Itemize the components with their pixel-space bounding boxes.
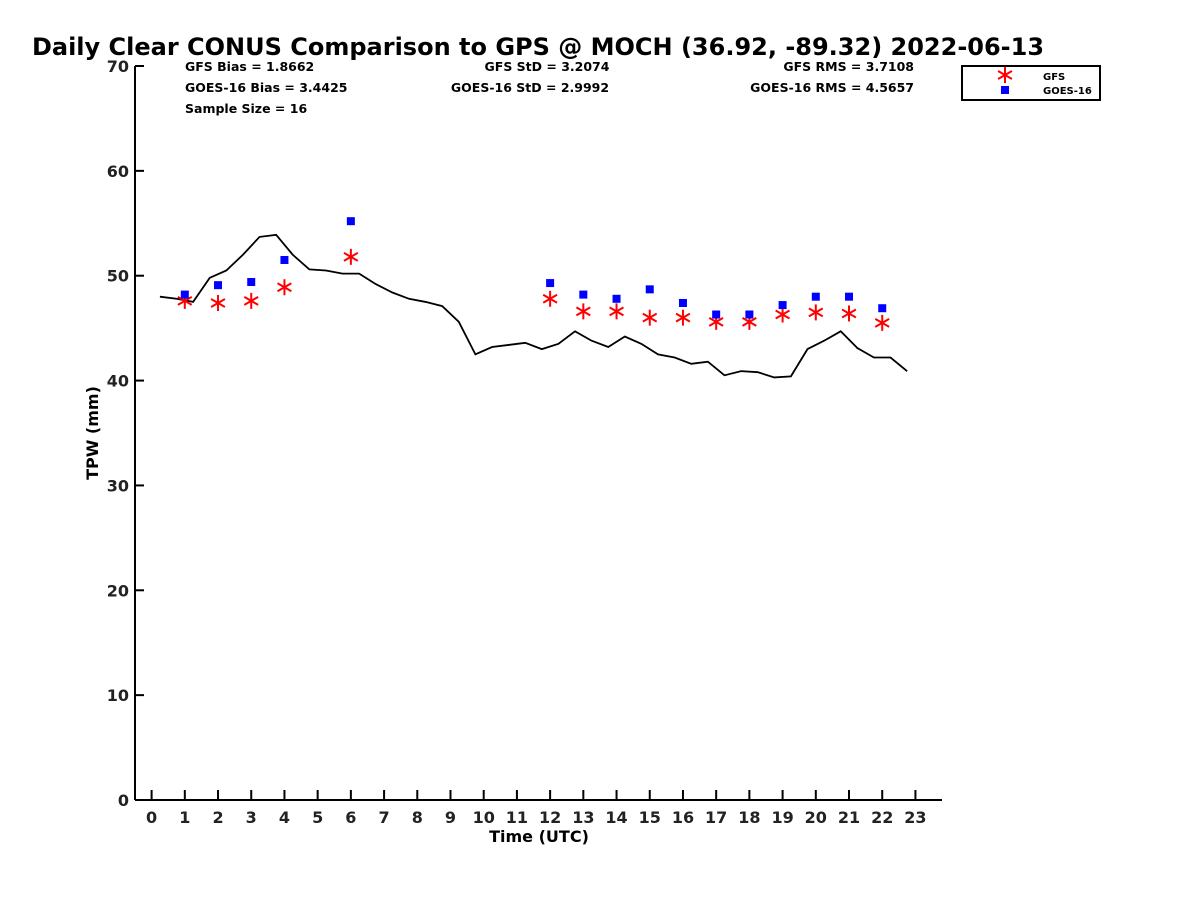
gfs-point-20 <box>808 304 824 321</box>
goes16-point-14 <box>612 294 621 303</box>
legend-box <box>961 65 1101 101</box>
goes-bias-label: GOES-16 Bias = 3.4425 <box>185 80 347 95</box>
goes16-point-13 <box>579 290 588 299</box>
gfs-point-12 <box>542 290 558 307</box>
x-tick-label-0: 0 <box>146 808 157 827</box>
goes16-point-17 <box>712 310 721 319</box>
marker-layer <box>177 217 890 331</box>
gfs-point-13 <box>575 303 591 320</box>
x-tick-label-14: 14 <box>605 808 627 827</box>
gfs-point-21 <box>841 305 857 322</box>
x-tick-label-13: 13 <box>572 808 594 827</box>
gfs-point-15 <box>642 309 658 326</box>
goes16-point-19 <box>778 301 787 310</box>
gfs-bias-label: GFS Bias = 1.8662 <box>185 59 314 74</box>
y-tick-label-60: 60 <box>107 162 129 181</box>
gps-line-layer <box>159 233 908 379</box>
x-tick-label-16: 16 <box>672 808 694 827</box>
stats-block: GFS Bias = 1.8662 GOES-16 Bias = 3.4425 … <box>185 59 914 116</box>
legend-goes16-marker <box>1001 86 1009 94</box>
x-tick-label-6: 6 <box>345 808 356 827</box>
x-tick-label-21: 21 <box>838 808 860 827</box>
legend-gfs-marker <box>997 67 1013 83</box>
gps-line <box>159 233 908 379</box>
x-tick-label-1: 1 <box>179 808 190 827</box>
goes16-point-2 <box>214 281 223 290</box>
legend: GFS GOES-16 <box>961 65 1101 101</box>
goes16-point-16 <box>678 298 687 307</box>
x-tick-label-2: 2 <box>212 808 223 827</box>
goes16-point-12 <box>546 279 555 288</box>
x-tick-label-23: 23 <box>904 808 926 827</box>
x-tick-label-18: 18 <box>738 808 760 827</box>
x-tick-label-9: 9 <box>445 808 456 827</box>
goes16-point-3 <box>247 278 256 287</box>
goes16-point-15 <box>645 285 654 294</box>
x-tick-label-10: 10 <box>473 808 495 827</box>
gfs-point-19 <box>775 306 791 323</box>
goes-std-label: GOES-16 StD = 2.9992 <box>451 80 609 95</box>
gfs-point-22 <box>874 314 890 331</box>
x-tick-label-19: 19 <box>771 808 793 827</box>
goes16-point-20 <box>811 292 820 301</box>
legend-marks <box>997 67 1013 94</box>
goes16-point-22 <box>878 304 887 313</box>
y-tick-label-30: 30 <box>107 476 129 495</box>
y-tick-label-50: 50 <box>107 267 129 286</box>
gfs-rms-label: GFS RMS = 3.7108 <box>783 59 914 74</box>
x-tick-label-4: 4 <box>279 808 290 827</box>
y-axis-label: TPW (mm) <box>83 386 102 480</box>
goes16-point-18 <box>745 310 754 319</box>
y-tick-label-20: 20 <box>107 581 129 600</box>
gfs-point-16 <box>675 309 691 326</box>
sample-size-label: Sample Size = 16 <box>185 101 307 116</box>
gfs-point-14 <box>609 303 624 320</box>
x-tick-label-20: 20 <box>805 808 827 827</box>
x-tick-label-12: 12 <box>539 808 561 827</box>
x-tick-label-17: 17 <box>705 808 727 827</box>
legend-label-gfs: GFS <box>1043 72 1065 83</box>
goes16-point-21 <box>845 292 854 301</box>
x-tick-label-15: 15 <box>639 808 661 827</box>
x-tick-label-5: 5 <box>312 808 323 827</box>
gfs-point-4 <box>277 279 292 296</box>
gfs-point-2 <box>210 294 226 311</box>
x-tick-label-7: 7 <box>379 808 390 827</box>
x-tick-label-22: 22 <box>871 808 893 827</box>
legend-label-goes16: GOES-16 <box>1043 86 1092 97</box>
gfs-std-label: GFS StD = 3.2074 <box>485 59 610 74</box>
x-tick-label-3: 3 <box>246 808 257 827</box>
goes16-point-4 <box>280 255 289 264</box>
y-tick-label-40: 40 <box>107 372 129 391</box>
y-tick-label-70: 70 <box>107 57 129 76</box>
gfs-point-6 <box>343 248 359 265</box>
x-tick-label-8: 8 <box>412 808 423 827</box>
y-tick-label-10: 10 <box>107 686 129 705</box>
goes-rms-label: GOES-16 RMS = 4.5657 <box>750 80 914 95</box>
goes16-point-1 <box>180 290 189 299</box>
y-tick-label-0: 0 <box>118 791 129 810</box>
goes16-point-6 <box>346 217 355 226</box>
x-axis-label: Time (UTC) <box>489 827 589 846</box>
chart-title: Daily Clear CONUS Comparison to GPS @ MO… <box>32 33 1044 61</box>
x-tick-label-11: 11 <box>506 808 528 827</box>
gfs-point-3 <box>243 292 259 309</box>
